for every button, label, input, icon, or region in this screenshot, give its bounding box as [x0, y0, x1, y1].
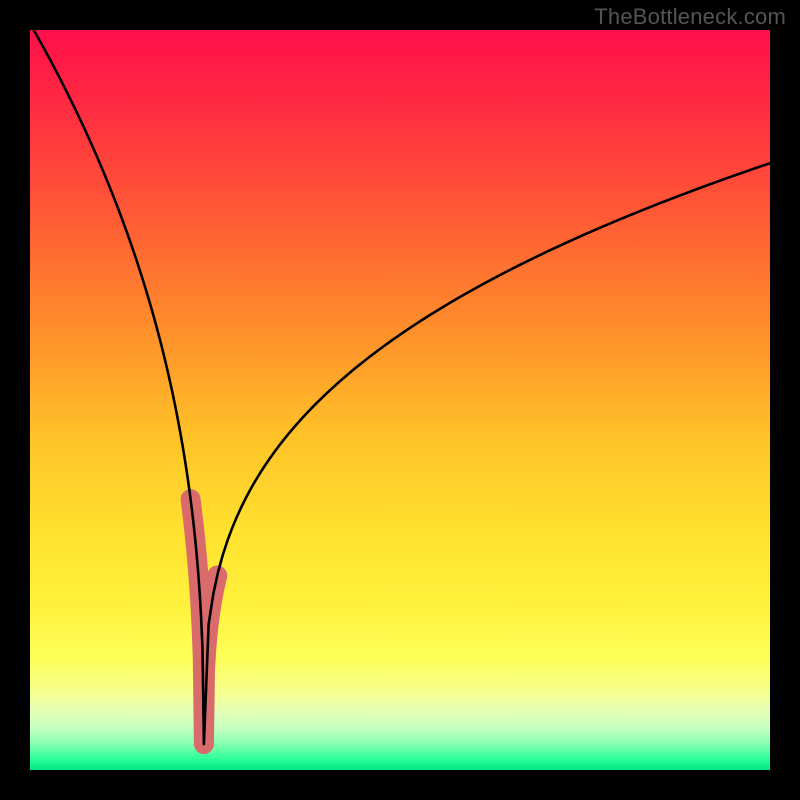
- bottleneck-curve-chart: [0, 0, 800, 800]
- watermark-text: TheBottleneck.com: [594, 4, 786, 30]
- chart-container: TheBottleneck.com: [0, 0, 800, 800]
